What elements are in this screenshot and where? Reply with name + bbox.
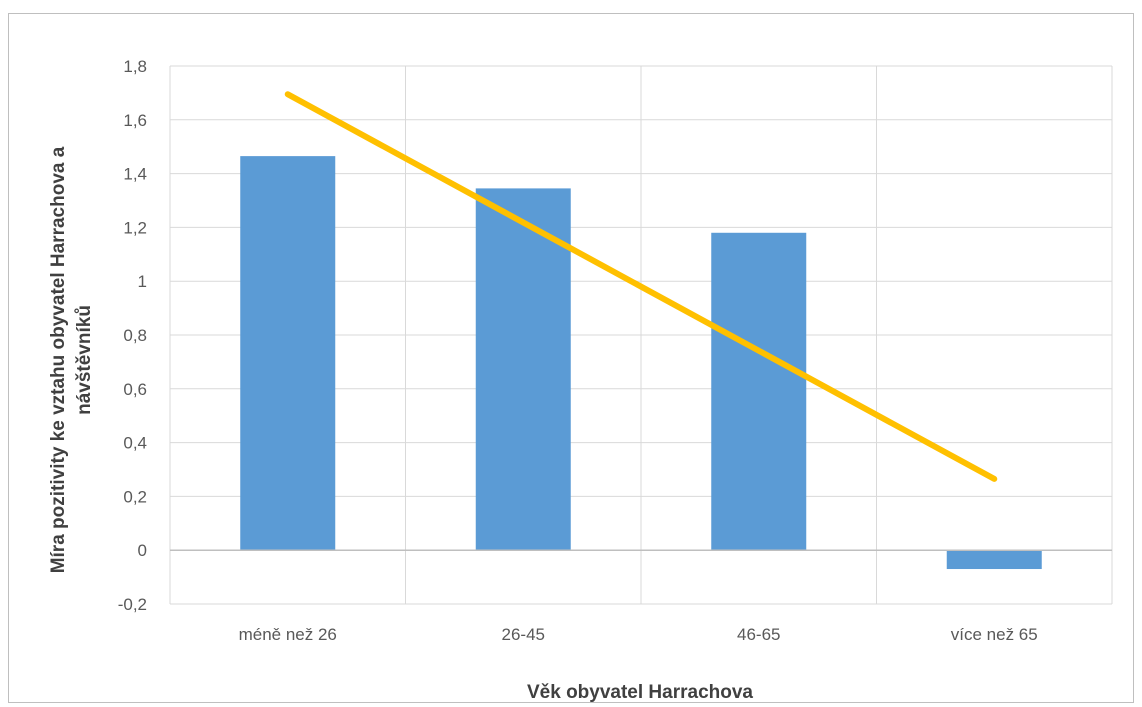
y-tick-label-3: 0,4 <box>123 434 147 453</box>
y-tick-label-10: 1,8 <box>123 57 147 76</box>
y-tick-label-7: 1,2 <box>123 218 147 237</box>
bar-2 <box>711 232 807 551</box>
x-tick-label-1: 26-45 <box>502 625 545 644</box>
trendline <box>284 91 998 482</box>
y-axis-title: Míra pozitivity ke vztahu obyvatel Harra… <box>48 146 95 573</box>
x-tick-label-0: méně než 26 <box>239 625 337 644</box>
trendline-group <box>284 91 998 482</box>
y-tick-label-4: 0,6 <box>123 380 147 399</box>
y-tick-label-1: 0 <box>138 541 147 560</box>
chart-frame <box>8 13 1134 703</box>
y-axis-title-line-2: návštěvníků <box>74 305 95 415</box>
bar-3 <box>946 550 1042 570</box>
y-tick-label-5: 0,8 <box>123 326 147 345</box>
y-axis-title-line-1: Míra pozitivity ke vztahu obyvatel Harra… <box>48 146 69 573</box>
y-tick-labels: -0,2 0 0,2 0,4 0,6 0,8 1 1,2 1,4 1,6 1,8 <box>118 57 147 614</box>
y-tick-label-8: 1,4 <box>123 165 147 184</box>
y-tick-label-0: -0,2 <box>118 595 147 614</box>
x-tick-label-3: více než 65 <box>951 625 1038 644</box>
x-axis-title: Věk obyvatel Harrachova <box>527 682 753 703</box>
bar-1 <box>475 188 571 551</box>
bar-0 <box>240 156 336 551</box>
y-tick-label-6: 1 <box>138 272 147 291</box>
x-tick-label-2: 46-65 <box>737 625 780 644</box>
y-tick-label-9: 1,6 <box>123 111 147 130</box>
bars <box>240 156 1042 570</box>
x-tick-labels: méně než 26 26-45 46-65 více než 65 <box>239 625 1038 644</box>
y-tick-label-2: 0,2 <box>123 487 147 506</box>
